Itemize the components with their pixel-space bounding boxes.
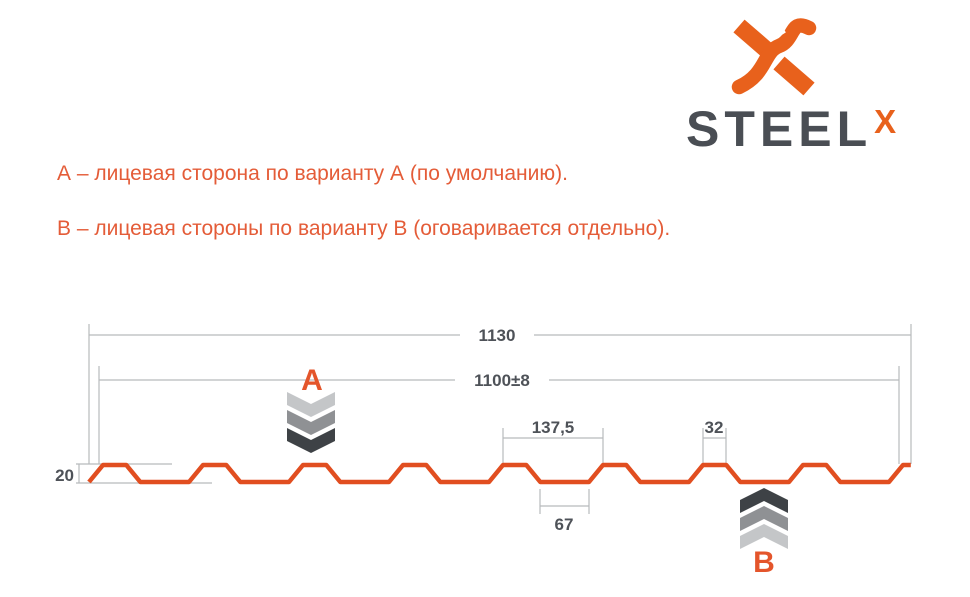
logo-wordmark-x: X (874, 103, 897, 140)
logo-wordmark: STEEL X (686, 104, 896, 154)
dimension-valley: 67 (539, 489, 590, 534)
chevron-down-icon (287, 428, 335, 453)
dim-label-height: 20 (55, 466, 74, 485)
dim-label-full-width: 1130 (479, 326, 516, 345)
dim-label-rib-top: 32 (705, 418, 724, 437)
chevron-up-icon (740, 524, 788, 549)
note-variant-a: А – лицевая сторона по варианту А (по ум… (57, 162, 568, 185)
dimension-rib-top: 32 (702, 418, 727, 463)
chevron-up-icon (740, 506, 788, 531)
dimension-working-width: 1100±8 (98, 366, 900, 464)
profile-line (87, 462, 911, 485)
dim-label-valley: 67 (555, 515, 574, 534)
variant-b-label: B (753, 546, 775, 579)
note-variant-b: В – лицевая стороны по варианту В (огова… (57, 217, 671, 240)
chevron-down-icon (287, 410, 335, 435)
logo-wordmark-steel: STEEL (686, 101, 873, 157)
dimension-full-width: 1130 (88, 324, 912, 464)
logo-stroke-bottom-right (773, 56, 815, 96)
variant-a-label: A (301, 364, 323, 397)
dim-label-working-width: 1100±8 (474, 371, 530, 390)
chevron-up-icon (740, 488, 788, 513)
dimension-pitch: 137,5 (502, 418, 604, 463)
logo-stroke-top-left (733, 19, 775, 59)
variant-b-marker: B (740, 488, 788, 579)
logo-gap-lower (762, 72, 778, 85)
logo-s-hook (731, 18, 817, 95)
dim-label-pitch: 137,5 (532, 418, 575, 437)
chevron-down-icon (287, 392, 335, 417)
logo: STEEL X (686, 16, 916, 156)
variant-a-marker: A (287, 364, 335, 453)
x-logo-icon (731, 18, 817, 96)
logo-gap-upper (770, 29, 786, 42)
